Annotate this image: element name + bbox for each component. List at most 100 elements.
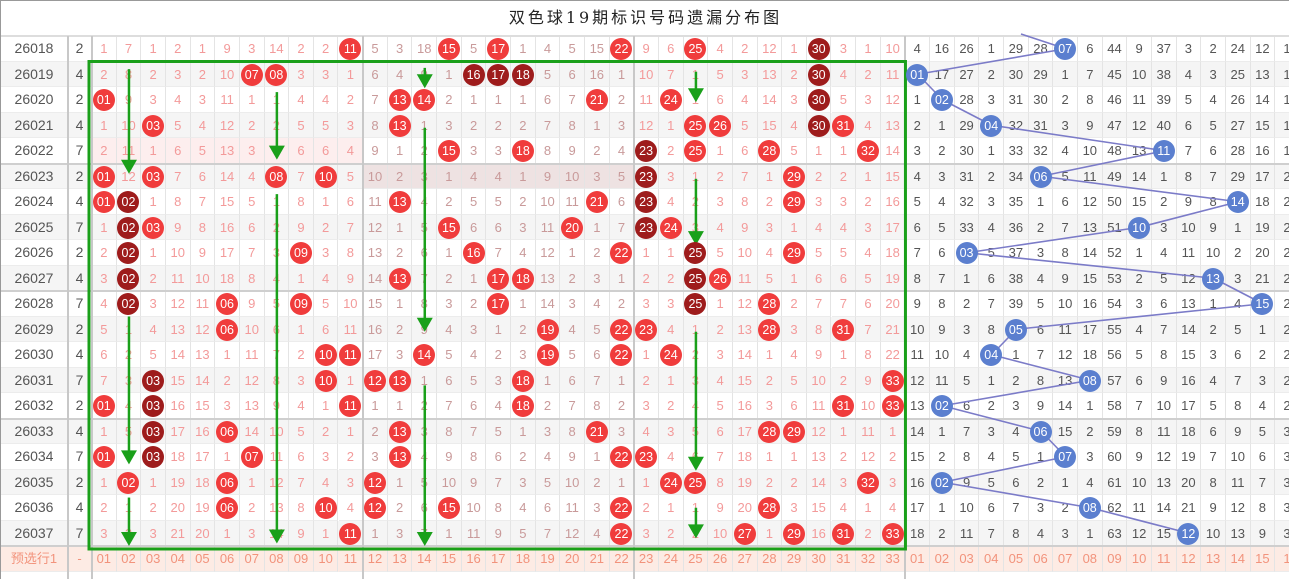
preselect-red-cell[interactable]: 14 bbox=[412, 546, 438, 572]
red-miss-cell: 3 bbox=[658, 418, 684, 444]
preselect-red-cell[interactable]: 11 bbox=[338, 546, 364, 572]
preselect-blue-cell[interactable]: 15 bbox=[1250, 546, 1276, 572]
preselect-red-cell[interactable]: 09 bbox=[289, 546, 314, 572]
preselect-blue-cell[interactable]: 08 bbox=[1078, 546, 1103, 572]
preselect-blue-cell[interactable]: 05 bbox=[1004, 546, 1029, 572]
preselect-blue-cell[interactable]: 13 bbox=[1201, 546, 1226, 572]
preselect-red-cell[interactable]: 16 bbox=[461, 546, 487, 572]
blue-ball: 08 bbox=[1078, 369, 1101, 392]
red-number-cell: 15 bbox=[437, 36, 462, 62]
preselect-blue-cell[interactable]: 03 bbox=[954, 546, 980, 572]
preselect-red-cell[interactable]: 33 bbox=[880, 546, 906, 572]
red-ball: 06 bbox=[216, 420, 239, 443]
preselect-red-cell[interactable]: 22 bbox=[609, 546, 635, 572]
preselect-red-cell[interactable]: 17 bbox=[486, 546, 512, 572]
dark-red-ball: 02 bbox=[117, 191, 140, 213]
red-miss-cell: 18 bbox=[880, 240, 906, 266]
preselect-blue-cell[interactable]: 1 bbox=[1275, 546, 1289, 572]
red-number-cell: 25 bbox=[683, 469, 709, 495]
preselect-blue-cell[interactable]: 12 bbox=[1176, 546, 1202, 572]
preselect-red-cell[interactable]: 18 bbox=[511, 546, 536, 572]
red-number-cell: 31 bbox=[831, 316, 857, 342]
red-miss-cell: 4 bbox=[486, 393, 512, 419]
blue-miss-cell: 8 bbox=[1225, 393, 1251, 419]
preselect-red-cell[interactable]: 31 bbox=[831, 546, 857, 572]
blue-miss-cell: 31 bbox=[954, 163, 980, 189]
mark-cell: 7 bbox=[68, 520, 92, 546]
red-miss-cell: 3 bbox=[338, 469, 364, 495]
red-number-cell: 09 bbox=[289, 291, 314, 317]
preselect-red-cell[interactable]: 26 bbox=[708, 546, 733, 572]
red-miss-cell: 9 bbox=[560, 444, 585, 470]
preselect-red-cell[interactable]: 01 bbox=[92, 546, 117, 572]
red-number-cell: 06 bbox=[215, 469, 240, 495]
red-number-cell: 25 bbox=[683, 112, 709, 138]
blue-miss-cell: 4 bbox=[930, 189, 955, 215]
blue-miss-cell: 33 bbox=[954, 214, 980, 240]
period-cell: 26029 bbox=[1, 316, 68, 342]
red-miss-cell: 3 bbox=[757, 393, 783, 419]
preselect-blue-cell[interactable]: 02 bbox=[930, 546, 955, 572]
preselect-red-cell[interactable]: 21 bbox=[585, 546, 610, 572]
blue-miss-cell: 7 bbox=[1053, 214, 1078, 240]
blue-miss-cell: 10 bbox=[1225, 444, 1251, 470]
mark-cell: 4 bbox=[68, 418, 92, 444]
blue-miss-cell: 29 bbox=[1225, 163, 1251, 189]
preselect-blue-cell[interactable]: 01 bbox=[905, 546, 931, 572]
preselect-red-cell[interactable]: 12 bbox=[363, 546, 388, 572]
preselect-red-cell[interactable]: 05 bbox=[190, 546, 216, 572]
blue-miss-cell: 8 bbox=[1127, 418, 1152, 444]
red-miss-cell: 1 bbox=[486, 87, 512, 113]
red-miss-cell: 11 bbox=[535, 214, 561, 240]
preselect-blue-cell[interactable]: 11 bbox=[1151, 546, 1177, 572]
red-miss-cell: 10 bbox=[338, 291, 364, 317]
preselect-red-cell[interactable]: 04 bbox=[165, 546, 191, 572]
dark-red-ball: 02 bbox=[117, 216, 140, 239]
red-miss-cell: 4 bbox=[412, 189, 438, 215]
preselect-blue-cell[interactable]: 09 bbox=[1102, 546, 1128, 572]
preselect-red-cell[interactable]: 23 bbox=[634, 546, 659, 572]
preselect-red-cell[interactable]: 29 bbox=[782, 546, 807, 572]
preselect-red-cell[interactable]: 10 bbox=[313, 546, 339, 572]
blue-miss-cell: 7 bbox=[1151, 316, 1177, 342]
red-miss-cell: 17 bbox=[190, 444, 216, 470]
preselect-red-cell[interactable]: 07 bbox=[239, 546, 265, 572]
red-miss-cell: 9 bbox=[856, 367, 881, 393]
preselect-red-cell[interactable]: 27 bbox=[732, 546, 758, 572]
red-miss-cell: 6 bbox=[831, 265, 857, 291]
preselect-red-cell[interactable]: 28 bbox=[757, 546, 783, 572]
preselect-blue-cell[interactable]: 10 bbox=[1127, 546, 1152, 572]
red-ball: 22 bbox=[610, 446, 633, 468]
preselect-red-cell[interactable]: 02 bbox=[116, 546, 142, 572]
preselect-red-cell[interactable]: 08 bbox=[264, 546, 290, 572]
red-miss-cell: 1 bbox=[437, 61, 462, 87]
blue-miss-cell: 10 bbox=[954, 495, 980, 521]
blue-miss-cell: 5 bbox=[1028, 291, 1054, 317]
preselect-red-cell[interactable]: 19 bbox=[535, 546, 561, 572]
red-miss-cell: 2 bbox=[634, 367, 659, 393]
preselect-red-cell[interactable]: 06 bbox=[215, 546, 240, 572]
preselect-red-cell[interactable]: 15 bbox=[437, 546, 462, 572]
blue-miss-cell: 6 bbox=[979, 495, 1005, 521]
preselect-blue-cell[interactable]: 06 bbox=[1028, 546, 1054, 572]
red-miss-cell: 2 bbox=[116, 342, 142, 368]
dark-red-ball: 18 bbox=[511, 63, 534, 86]
blue-ball: 04 bbox=[980, 114, 1003, 137]
preselect-red-cell[interactable]: 32 bbox=[856, 546, 881, 572]
red-ball: 32 bbox=[856, 471, 879, 494]
red-ball: 29 bbox=[783, 165, 805, 188]
red-miss-cell: 7 bbox=[609, 214, 635, 240]
preselect-blue-cell[interactable]: 04 bbox=[979, 546, 1005, 572]
blue-miss-cell: 44 bbox=[1102, 36, 1128, 62]
preselect-red-cell[interactable]: 13 bbox=[387, 546, 413, 572]
preselect-red-cell[interactable]: 25 bbox=[683, 546, 709, 572]
preselect-blue-cell[interactable]: 14 bbox=[1225, 546, 1251, 572]
blue-miss-cell: 28 bbox=[954, 87, 980, 113]
preselect-blue-cell[interactable]: 07 bbox=[1053, 546, 1078, 572]
preselect-red-cell[interactable]: 03 bbox=[141, 546, 166, 572]
preselect-red-cell[interactable]: 24 bbox=[658, 546, 684, 572]
preselect-red-cell[interactable]: 20 bbox=[560, 546, 585, 572]
preselect-red-cell[interactable]: 30 bbox=[806, 546, 832, 572]
dark-red-ball: 30 bbox=[807, 63, 830, 86]
red-miss-cell: 4 bbox=[609, 138, 635, 164]
